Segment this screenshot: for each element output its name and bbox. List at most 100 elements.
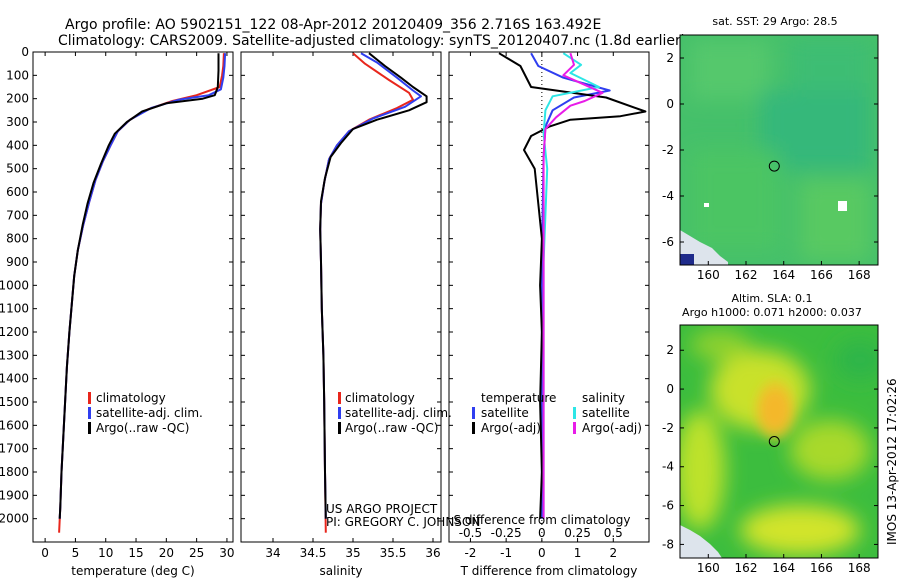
difference-panel	[448, 51, 650, 543]
header-line2: Climatology: CARS2009. Satellite-adjuste…	[58, 33, 686, 49]
legend-label-sal-argo: Argo(-adj)	[582, 421, 642, 435]
series-line-climatology	[319, 52, 414, 533]
y-tick-label: 0	[21, 45, 29, 59]
x2-tick-label: 0.25	[564, 526, 591, 540]
legend-swatch-temp-satellite	[472, 407, 475, 419]
y-tick-label: 500	[6, 162, 29, 176]
map-y-tick-label: 0	[666, 97, 674, 111]
sst-missing-pixel	[838, 201, 847, 211]
map-y-tick-label: 2	[666, 51, 674, 65]
x-tick-label: 0	[538, 546, 546, 560]
y-tick-label: 200	[6, 92, 29, 106]
x-tick-label: 34.5	[300, 546, 327, 560]
y-tick-label: 1800	[0, 465, 29, 479]
difference-legend: temperature salinity satellite Argo(-adj…	[472, 391, 642, 435]
map-y-tick-label: 2	[666, 343, 674, 357]
sst-map	[680, 35, 878, 265]
x-tick-label: 36	[425, 546, 440, 560]
y-tick-label: 1200	[0, 325, 29, 339]
temperature-legend: climatology satellite-adj. clim. Argo(..…	[88, 391, 203, 435]
map-x-tick-label: 160	[697, 561, 720, 575]
x-tick-label: 2	[609, 546, 617, 560]
map-x-tick-label: 168	[848, 268, 871, 282]
series-line-temperature-satellite	[530, 52, 611, 519]
y-tick-label: 1900	[0, 488, 29, 502]
y-tick-label: 2000	[0, 512, 29, 526]
salinity-plot: 34 34.5 35 35.5 36	[241, 51, 441, 560]
map-y-tick-label: -2	[662, 421, 674, 435]
y-tick-label: 1500	[0, 395, 29, 409]
y-tick-label: 400	[6, 138, 29, 152]
x-tick-label: 35	[345, 546, 360, 560]
map-x-tick-label: 166	[810, 561, 833, 575]
x-tick-label: -1	[500, 546, 512, 560]
map-y-tick-label: -8	[662, 537, 674, 551]
y-tick-label: 1000	[0, 278, 29, 292]
x-tick-label: 10	[98, 546, 113, 560]
temperature-plot: 0 5 10 15 20 25 300100200300400500600700800900…	[0, 45, 235, 560]
legend-swatch-satellite	[88, 407, 91, 419]
y-tick-label: 300	[6, 115, 29, 129]
map-x-tick-label: 164	[772, 561, 795, 575]
legend-swatch-argo	[338, 422, 341, 434]
y-tick-label: 600	[6, 185, 29, 199]
series-line-salinity-argo-adj-	[542, 52, 604, 519]
legend-swatch-sal-satellite	[573, 407, 576, 419]
legend-label-climatology: climatology	[96, 391, 166, 405]
y-tick-label: 100	[6, 68, 29, 82]
x-tick-label: 1	[574, 546, 582, 560]
map-x-tick-label: 162	[735, 268, 758, 282]
legend-swatch-climatology	[338, 392, 341, 404]
difference-xlabel2: S difference from climatology	[454, 513, 631, 527]
y-tick-label: 1100	[0, 302, 29, 316]
legend-label-temp-argo: Argo(-adj)	[481, 421, 541, 435]
map-y-tick-label: -6	[662, 499, 674, 513]
sst-map-title: sat. SST: 29 Argo: 28.5	[712, 15, 837, 28]
y-tick-label: 1700	[0, 442, 29, 456]
legend-label-satellite: satellite-adj. clim.	[345, 406, 452, 420]
header-line1: Argo profile: AO 5902151_122 08-Apr-2012…	[65, 17, 601, 33]
x-tick-label: 35.5	[380, 546, 407, 560]
legend-label-temp-satellite: satellite	[481, 406, 529, 420]
x2-tick-label: 0.5	[604, 526, 623, 540]
legend-label-argo: Argo(..raw -QC)	[345, 421, 438, 435]
y-tick-label: 900	[6, 255, 29, 269]
sst-map-axes: 160 162 164 166 168 -6 -4 -2 0 2	[662, 51, 878, 282]
legend-swatch-argo	[88, 422, 91, 434]
map-x-tick-label: 160	[697, 268, 720, 282]
salinity-legend: climatology satellite-adj. clim. Argo(..…	[338, 391, 452, 435]
series-line-temperature-argo-adj-	[498, 52, 647, 519]
salinity-panel	[240, 51, 442, 543]
legend-swatch-sal-argo	[573, 422, 576, 434]
x-tick-label: 15	[128, 546, 143, 560]
sla-map-frame	[679, 324, 879, 559]
legend-label-argo: Argo(..raw -QC)	[96, 421, 189, 435]
legend-label-satellite: satellite-adj. clim.	[96, 406, 203, 420]
legend-swatch-satellite	[338, 407, 341, 419]
map-y-tick-label: 0	[666, 382, 674, 396]
x-tick-label: 20	[159, 546, 174, 560]
map-x-tick-label: 162	[735, 561, 758, 575]
x-tick-label: 34	[265, 546, 280, 560]
x-tick-label: 0	[41, 546, 49, 560]
salinity-xlabel: salinity	[319, 564, 362, 578]
x-tick-label: 5	[72, 546, 80, 560]
legend-title-temperature: temperature	[481, 391, 556, 405]
x-tick-label: -2	[464, 546, 476, 560]
y-tick-label: 1400	[0, 372, 29, 386]
series-line-satellite-adj-clim-	[58, 53, 227, 519]
sst-argo-marker	[768, 160, 780, 172]
legend-swatch-climatology	[88, 392, 91, 404]
sla-argo-marker	[768, 436, 780, 447]
legend-swatch-temp-argo	[472, 422, 475, 434]
legend-label-sal-satellite: satellite	[582, 406, 630, 420]
difference-xlabel: T difference from climatology	[460, 564, 638, 578]
y-tick-label: 700	[6, 208, 29, 222]
map-x-tick-label: 164	[772, 268, 795, 282]
legend-title-salinity: salinity	[582, 391, 625, 405]
y-tick-label: 1600	[0, 418, 29, 432]
x2-tick-label: -0.25	[491, 526, 522, 540]
series-line-argo-raw-qc-	[319, 52, 428, 519]
